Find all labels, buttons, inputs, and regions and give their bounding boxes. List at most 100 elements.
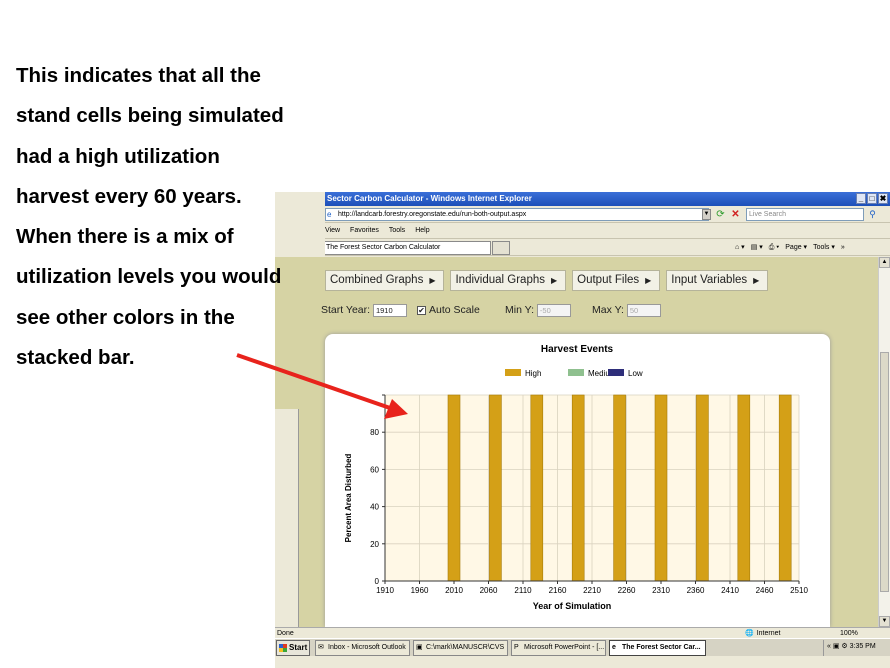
bar-high [613, 394, 626, 582]
start-year-control: Start Year: 1910 [321, 303, 407, 317]
tools-menu-button[interactable]: Tools ▾ [813, 244, 835, 251]
harvest-events-chart: Harvest Events High Medium Low 1910 1960 2010 2… [344, 344, 808, 611]
address-input[interactable]: e http://landcarb.forestry.oregonstate.e… [325, 208, 709, 221]
y-tick-label: 20 [370, 540, 379, 549]
menu-combined-graphs[interactable]: Combined Graphs ▶ [325, 270, 445, 291]
caret-right-icon: ▶ [550, 276, 558, 285]
menu-input-variables[interactable]: Input Variables ▶ [666, 270, 769, 291]
auto-scale-checkbox[interactable]: ✔ [417, 305, 426, 315]
x-tick-label: 1960 [411, 586, 429, 595]
caption-line: This indicates that all the [16, 64, 261, 87]
window-controls: _ □ ✖ [856, 193, 888, 204]
caret-right-icon: ▶ [429, 276, 436, 285]
y-axis-label: Percent Area Disturbed [344, 454, 353, 543]
globe-icon: 🌐 [745, 630, 754, 637]
caption-line: stacked bar. [16, 346, 135, 370]
page-menu-button[interactable]: Page ▾ [785, 244, 808, 251]
scroll-up-icon[interactable]: ▲ [879, 257, 890, 268]
start-button[interactable]: Start [276, 640, 310, 656]
chart-title: Harvest Events [541, 344, 614, 355]
caption-line: harvest every 60 years. [16, 184, 242, 208]
window-title: Sector Carbon Calculator - Windows Inter… [327, 194, 532, 203]
menu-bar: View Favorites Tools Help [325, 224, 890, 237]
system-tray: « ▣ ⚙ 3:35 PM [823, 640, 889, 656]
menu-view[interactable]: View [325, 227, 341, 234]
tab-forest-carbon[interactable]: The Forest Sector Carbon Calculator [325, 241, 491, 255]
windows-logo-icon [279, 644, 287, 652]
task-label: The Forest Sector Car... [622, 644, 701, 651]
ie-page-icon: e [327, 210, 332, 219]
bar-high [778, 394, 792, 582]
outlook-icon: ✉ [318, 644, 324, 651]
address-dropdown-button[interactable]: ▼ [702, 209, 711, 220]
menu-output-files[interactable]: Output Files ▶ [572, 270, 661, 291]
x-tick-label: 2310 [652, 586, 670, 595]
vertical-scrollbar[interactable]: ▲ ▼ [878, 257, 890, 627]
task-outlook[interactable]: ✉ Inbox - Microsoft Outlook [315, 640, 410, 656]
x-tick-label: 2010 [445, 586, 463, 595]
caption-line: utilization levels you would [16, 265, 282, 289]
min-y-control: Min Y: -50 [505, 303, 571, 317]
start-year-input[interactable]: 1910 [372, 303, 407, 317]
minimize-button[interactable]: _ [856, 193, 866, 204]
menu-label: Combined Graphs [330, 274, 424, 286]
legend-swatch [505, 369, 521, 376]
status-bar: Done 🌐 Internet 100% [275, 627, 890, 640]
print-icon[interactable]: ⎙ ▾ [768, 244, 780, 251]
search-icon[interactable]: ⚲ [869, 209, 876, 219]
min-y-input[interactable]: -50 [536, 303, 571, 317]
window-titlebar[interactable]: Sector Carbon Calculator - Windows Inter… [325, 192, 890, 206]
task-folder[interactable]: ▣ C:\mark\MANUSCR\CVS [413, 640, 508, 656]
x-tick-label: 2510 [790, 586, 808, 595]
x-tick-label: 2160 [549, 586, 567, 595]
bar-high [654, 394, 668, 582]
refresh-icon[interactable]: ⟳ [716, 209, 725, 220]
x-tick-label: 2210 [583, 586, 601, 595]
search-input[interactable]: Live Search [746, 208, 864, 221]
max-y-input[interactable]: 50 [626, 303, 661, 317]
task-label: Microsoft PowerPoint - [... [524, 644, 605, 651]
auto-scale-control: ✔ Auto Scale [417, 303, 480, 317]
feeds-icon[interactable]: ▤ ▾ [750, 244, 763, 251]
caption-line: had a high utilization [16, 144, 220, 168]
y-tick-label: 60 [370, 465, 379, 474]
zoom-level[interactable]: 100% [840, 630, 858, 637]
menu-label: Individual Graphs [455, 274, 545, 286]
menu-label: Input Variables [671, 274, 748, 286]
caption-line: stand cells being simulated [16, 104, 284, 128]
max-y-control: Max Y: 50 [592, 303, 661, 317]
legend-swatch [608, 369, 624, 376]
stop-icon[interactable]: ✕ [731, 209, 740, 220]
legend-label: Low [628, 369, 643, 378]
legend-label: Medium [588, 369, 617, 378]
legend-label: High [525, 369, 541, 378]
folder-icon: ▣ [416, 644, 423, 651]
x-tick-label: 2410 [721, 586, 739, 595]
scrollbar-thumb[interactable] [880, 352, 889, 592]
x-tick-label: 1910 [376, 586, 394, 595]
caption-line: see other colors in the [16, 305, 235, 329]
command-bar: ⌂ ▾ ▤ ▾ ⎙ ▾ Page ▾ Tools ▾ » [735, 241, 845, 255]
address-url: http://landcarb.forestry.oregonstate.edu… [338, 211, 527, 218]
home-icon[interactable]: ⌂ ▾ [735, 244, 745, 251]
security-zone: 🌐 Internet [745, 628, 780, 640]
task-powerpoint[interactable]: P Microsoft PowerPoint - [... [511, 640, 606, 656]
chevron-right-icon[interactable]: » [840, 244, 845, 251]
min-y-label: Min Y: [505, 304, 534, 316]
scroll-down-icon[interactable]: ▼ [879, 616, 890, 627]
new-tab-button[interactable] [492, 241, 510, 255]
maximize-button[interactable]: □ [867, 193, 877, 204]
menu-favorites[interactable]: Favorites [350, 227, 379, 234]
browser-window: Sector Carbon Calculator - Windows Inter… [275, 192, 890, 668]
close-button[interactable]: ✖ [878, 193, 888, 204]
legend-swatch [568, 369, 584, 376]
menu-individual-graphs[interactable]: Individual Graphs ▶ [450, 270, 567, 291]
x-tick-label: 2060 [480, 586, 498, 595]
menu-tools[interactable]: Tools [388, 227, 406, 234]
caret-right-icon: ▶ [645, 276, 652, 285]
menu-help[interactable]: Help [415, 227, 430, 234]
zone-label: Internet [756, 630, 781, 637]
y-tick-label: 40 [370, 503, 379, 512]
task-ie[interactable]: e The Forest Sector Car... [609, 640, 706, 656]
y-tick-label: 80 [370, 428, 379, 437]
